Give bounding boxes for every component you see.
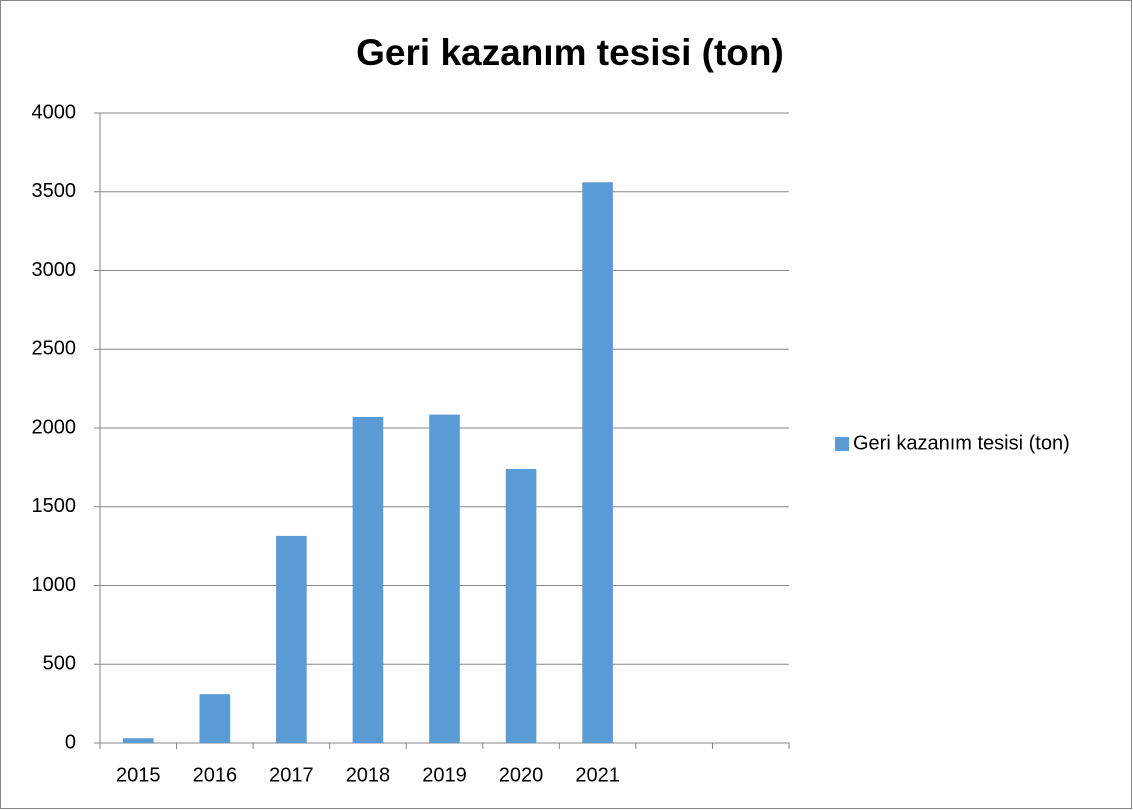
x-tick-label: 2018 (346, 764, 391, 786)
bar (429, 414, 460, 743)
bar (122, 738, 154, 743)
y-tick-label: 1500 (32, 495, 77, 517)
y-tick-label: 0 (65, 731, 76, 753)
x-tick-label: 2017 (269, 764, 314, 786)
x-tick-label: 2020 (499, 764, 544, 786)
y-tick-label: 1000 (32, 574, 77, 596)
y-tick-label: 4000 (32, 101, 77, 123)
x-tick-label: 2019 (422, 764, 467, 786)
bar (276, 535, 307, 743)
y-tick-label: 3500 (32, 180, 77, 202)
bar (199, 694, 231, 743)
bar (582, 182, 613, 744)
x-tick-label: 2015 (116, 764, 161, 786)
bar (352, 416, 384, 743)
chart-title: Geri kazanım tesisi (ton) (356, 32, 784, 73)
legend-label: Geri kazanım tesisi (ton) (853, 432, 1070, 454)
y-tick-label: 500 (43, 653, 76, 675)
bar (505, 468, 537, 743)
y-tick-label: 2000 (32, 416, 77, 438)
legend-swatch (835, 437, 849, 451)
y-tick-label: 3000 (32, 259, 77, 281)
y-tick-label: 2500 (32, 338, 77, 360)
x-tick-label: 2016 (193, 764, 238, 786)
x-tick-label: 2021 (575, 764, 620, 786)
